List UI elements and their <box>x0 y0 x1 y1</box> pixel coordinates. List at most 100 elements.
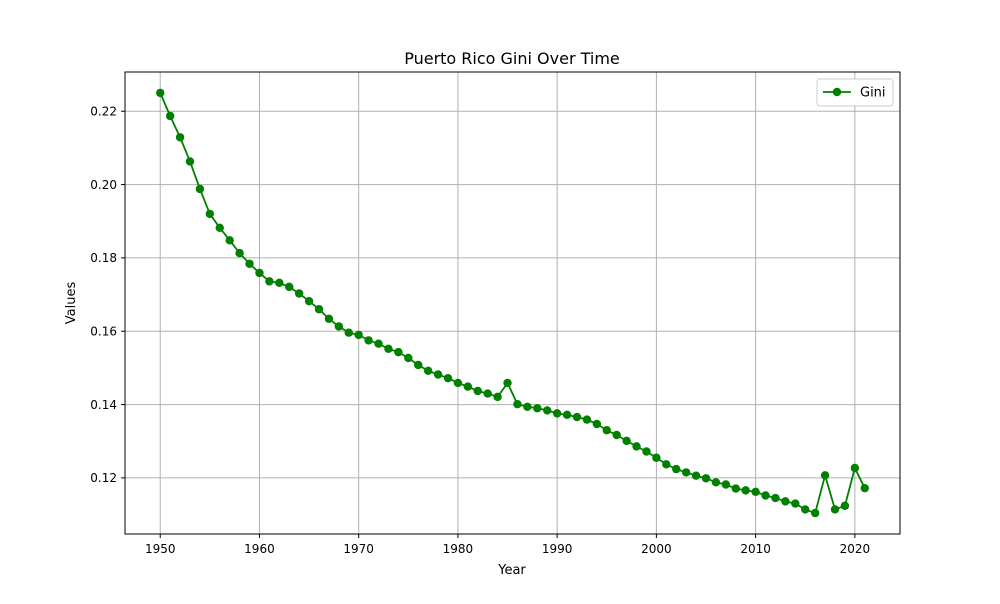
data-point <box>543 406 552 415</box>
data-point <box>304 296 314 306</box>
data-point <box>711 478 721 487</box>
data-point <box>443 373 453 383</box>
data-point <box>632 442 641 451</box>
plot-frame <box>124 71 901 535</box>
data-point <box>552 409 562 418</box>
data-point <box>592 419 602 429</box>
x-tick-label: 1950 <box>145 542 176 556</box>
data-point <box>830 505 840 514</box>
data-point <box>513 400 522 409</box>
data-point <box>612 430 621 440</box>
series-line-gini <box>159 92 866 514</box>
data-point <box>354 330 363 340</box>
x-tick-label: 2000 <box>641 542 672 556</box>
data-point <box>344 328 353 337</box>
data-point <box>374 339 383 348</box>
data-point <box>622 436 631 446</box>
grid <box>125 72 900 534</box>
data-point <box>404 353 413 363</box>
legend-marker-icon <box>832 87 842 97</box>
data-point <box>483 389 492 398</box>
data-point <box>840 501 850 510</box>
data-point <box>721 480 731 489</box>
data-point <box>860 483 869 493</box>
data-point <box>185 157 195 166</box>
x-axis-label: Year <box>497 563 526 578</box>
data-point <box>294 289 304 298</box>
data-point <box>572 412 582 422</box>
legend: Gini <box>816 78 894 107</box>
data-point <box>225 236 234 245</box>
data-point <box>324 314 334 323</box>
data-point <box>642 447 651 456</box>
legend-entry-gini: Gini <box>860 86 886 101</box>
y-axis-label: Values <box>64 282 79 325</box>
data-point <box>394 347 403 357</box>
data-point <box>652 453 661 462</box>
x-tick-label: 1980 <box>443 542 474 556</box>
data-point <box>731 484 740 493</box>
data-point <box>463 382 473 391</box>
data-point <box>433 370 443 379</box>
data-point <box>810 508 820 518</box>
x-tick-label: 1960 <box>244 542 275 556</box>
data-point <box>701 474 711 483</box>
data-point <box>414 360 423 370</box>
x-tick-label: 2020 <box>840 542 871 556</box>
data-point <box>364 336 373 345</box>
data-point <box>493 392 502 402</box>
data-point <box>672 464 681 474</box>
data-point <box>691 471 701 480</box>
legend-box <box>816 78 894 107</box>
data-point <box>751 487 760 497</box>
data-point <box>602 426 611 435</box>
data-point <box>850 463 860 473</box>
data-point <box>781 497 790 506</box>
data-point <box>285 282 294 292</box>
data-point <box>820 471 830 480</box>
data-point <box>662 460 671 469</box>
y-axis: 0.12 0.14 0.16 0.18 0.20 0.22 <box>90 105 125 485</box>
data-point <box>384 344 393 354</box>
x-axis: 1950 1960 1970 1980 1990 2000 2010 2020 <box>145 534 870 556</box>
data-point <box>681 468 691 477</box>
data-point <box>156 88 165 98</box>
data-point <box>245 259 254 268</box>
data-point <box>562 410 572 420</box>
y-tick-label: 0.20 <box>90 178 117 192</box>
y-tick-label: 0.12 <box>90 471 117 485</box>
data-point <box>235 248 244 258</box>
data-point <box>205 209 215 219</box>
data-point <box>334 322 344 331</box>
x-tick-label: 1990 <box>542 542 573 556</box>
data-point <box>771 493 780 503</box>
data-point <box>453 378 463 388</box>
data-point <box>215 223 224 233</box>
data-point <box>423 366 433 376</box>
data-point <box>473 386 482 396</box>
data-point <box>165 111 175 121</box>
x-tick-label: 2010 <box>740 542 771 556</box>
data-point <box>533 404 542 413</box>
data-point <box>791 499 800 508</box>
x-tick-label: 1970 <box>343 542 374 556</box>
data-point <box>255 268 264 278</box>
data-point <box>582 415 592 424</box>
data-point <box>503 378 512 388</box>
data-point <box>741 486 750 495</box>
y-tick-label: 0.18 <box>90 251 117 265</box>
data-point <box>175 133 185 142</box>
data-point <box>275 278 284 288</box>
series-layer <box>156 88 869 518</box>
data-point <box>761 491 770 500</box>
data-point <box>314 305 324 314</box>
data-point <box>801 505 810 514</box>
data-point <box>265 277 274 286</box>
y-tick-label: 0.16 <box>90 325 117 339</box>
y-tick-label: 0.14 <box>90 398 117 412</box>
data-point <box>523 402 532 411</box>
y-tick-label: 0.22 <box>90 105 117 119</box>
data-point <box>195 184 205 194</box>
